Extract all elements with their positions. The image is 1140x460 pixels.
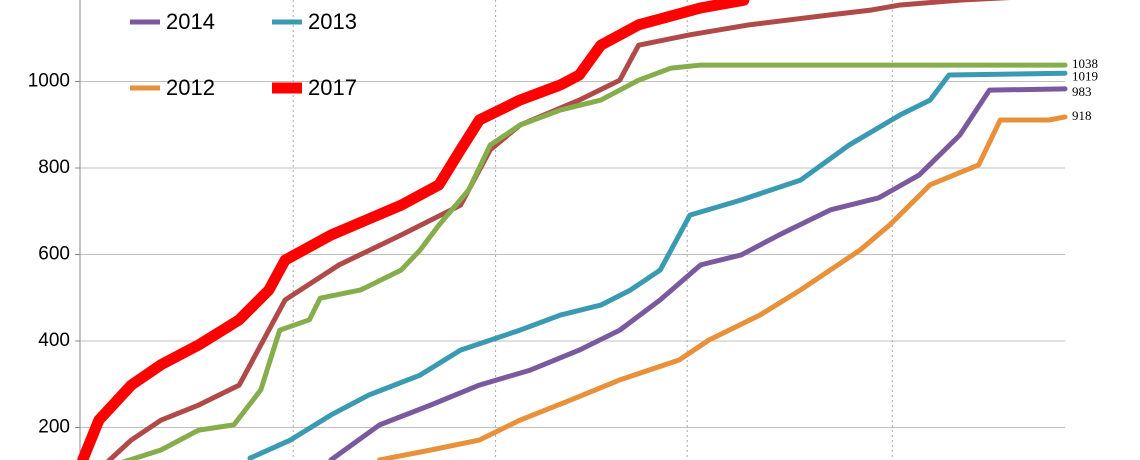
series-line <box>77 0 750 460</box>
legend-label: 2014 <box>166 9 215 34</box>
legend-label: 2012 <box>166 75 215 100</box>
y-tick-label: 1200 <box>28 0 70 5</box>
end-label: 983 <box>1072 84 1092 99</box>
y-tick-label: 400 <box>38 330 70 351</box>
end-label: 1038 <box>1072 56 1098 71</box>
end-label: 1201 <box>1072 0 1098 1</box>
y-tick-label: 200 <box>38 417 70 438</box>
y-tick-label: 600 <box>38 244 70 265</box>
y-tick-label: 1000 <box>28 71 70 92</box>
end-label: 918 <box>1072 108 1092 123</box>
y-tick-label: 800 <box>38 157 70 178</box>
series-line <box>377 114 1068 460</box>
legend-label: 2017 <box>308 75 357 100</box>
series-line <box>121 62 1068 460</box>
end-label: 1019 <box>1072 68 1098 83</box>
legend-label: 2013 <box>308 9 357 34</box>
series-line <box>247 70 1068 460</box>
series-line <box>328 86 1068 460</box>
